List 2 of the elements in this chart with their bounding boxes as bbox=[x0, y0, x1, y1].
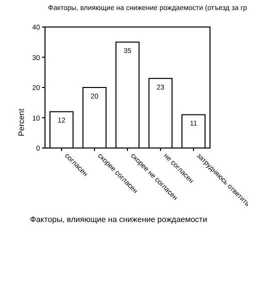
y-axis-title: Percent bbox=[17, 108, 26, 136]
x-axis-title: Факторы, влияющие на снижение рождаемости bbox=[30, 215, 208, 224]
